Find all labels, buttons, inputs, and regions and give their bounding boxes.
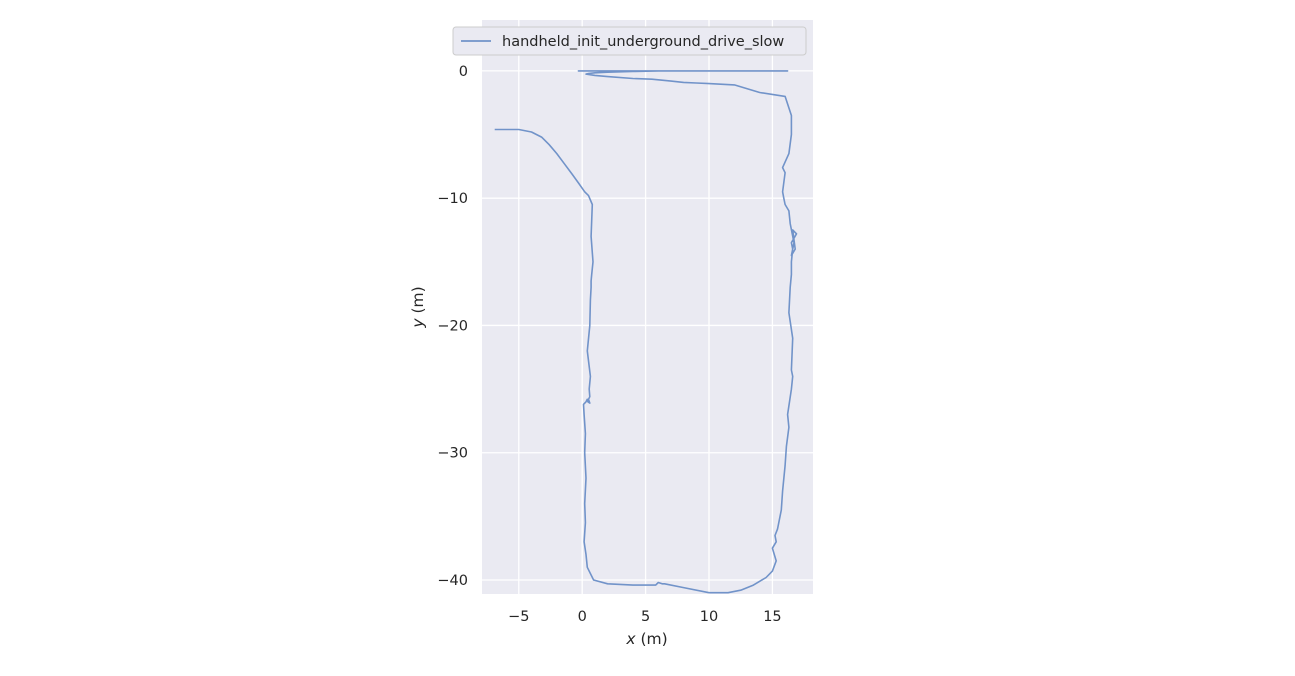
y-tick-labels: 0 −10 −20 −30 −40 xyxy=(437,64,468,589)
y-tick-label: −40 xyxy=(437,573,468,589)
x-tick-label: 0 xyxy=(578,609,587,625)
legend: handheld_init_underground_drive_slow xyxy=(452,26,807,56)
plot-background xyxy=(482,20,813,594)
legend-box xyxy=(452,26,807,56)
y-tick-label: −10 xyxy=(437,191,468,207)
x-tick-label: 10 xyxy=(700,609,718,625)
x-tick-label: 15 xyxy=(763,609,781,625)
x-tick-label: −5 xyxy=(508,609,529,625)
series-layer xyxy=(494,70,798,594)
x-grid-lines xyxy=(518,20,774,594)
x-tick-label: 5 xyxy=(641,609,650,625)
y-tick-label: −30 xyxy=(437,446,468,462)
series-line-trajectory xyxy=(494,70,798,594)
x-axis-label: x (m) xyxy=(625,630,667,648)
x-tick-labels: −5 0 5 10 15 xyxy=(508,609,782,625)
y-axis-label: y (m) xyxy=(409,286,427,328)
legend-label: handheld_init_underground_drive_slow xyxy=(502,34,784,50)
y-tick-label: −20 xyxy=(437,318,468,334)
y-tick-label: 0 xyxy=(459,64,468,80)
